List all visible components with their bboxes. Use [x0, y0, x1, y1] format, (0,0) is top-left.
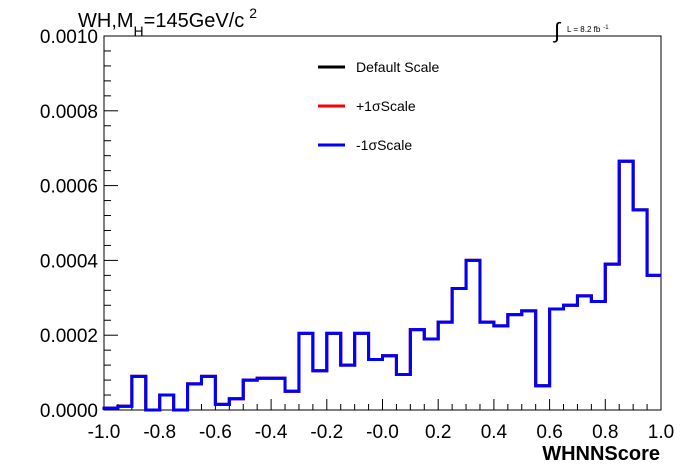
histogram-series-1	[102, 159, 661, 412]
x-tick-label: 0.4	[481, 422, 508, 443]
lumi-text: L = 8.2 fb	[567, 25, 601, 34]
x-tick-label: 0.8	[592, 422, 618, 443]
x-tick-label: 0.6	[536, 422, 562, 443]
x-tick-label: -0.2	[310, 422, 343, 443]
y-tick-label: 0.0004	[40, 251, 99, 272]
y-tick-label: 0.0010	[40, 27, 98, 48]
histogram-series	[102, 159, 661, 412]
x-axis: -1.0 -0.8 -0.6 -0.4 -0.2 -0.0 0.2 0.4 0.6 0.8 1.0	[88, 399, 674, 443]
legend-label-default: Default Scale	[356, 59, 439, 75]
lumi-superscript: -1	[603, 25, 609, 31]
x-tick-label: 0.2	[425, 422, 451, 443]
x-tick-label: -0.4	[255, 422, 288, 443]
histogram-series-0	[102, 159, 661, 412]
x-tick-label: -0.6	[199, 422, 232, 443]
y-tick-label: 0.0002	[40, 326, 98, 347]
x-tick-label: -0.8	[143, 422, 176, 443]
y-axis: 0.0000 0.0002 0.0004 0.0006 0.0008 0.0010	[40, 27, 118, 422]
title-superscript: 2	[249, 5, 257, 21]
x-axis-title: WHNNScore	[542, 443, 660, 465]
lumi-integral-sign: ∫	[552, 18, 562, 43]
plot-frame	[103, 35, 662, 411]
lumi-label: L = 8.2 fb -1	[567, 25, 609, 34]
title-main: WH,M	[78, 10, 134, 32]
legend-label-minus1sigma: -1σScale	[356, 137, 412, 153]
y-tick-label: 0.0008	[40, 102, 98, 123]
x-tick-label: -1.0	[88, 422, 121, 443]
chart-title: WH,MH=145GeV/c 2	[78, 5, 257, 39]
x-tick-label: -0.0	[366, 422, 399, 443]
title-rest: =145GeV/c	[144, 10, 245, 32]
y-tick-label: 0.0006	[40, 177, 98, 198]
legend: Default Scale +1σScale -1σScale	[318, 59, 439, 153]
histogram-series-2	[102, 159, 661, 412]
title-subscript: H	[134, 23, 144, 39]
x-tick-label: 1.0	[648, 422, 674, 443]
y-tick-label: 0.0000	[40, 401, 98, 422]
legend-label-plus1sigma: +1σScale	[356, 98, 416, 114]
